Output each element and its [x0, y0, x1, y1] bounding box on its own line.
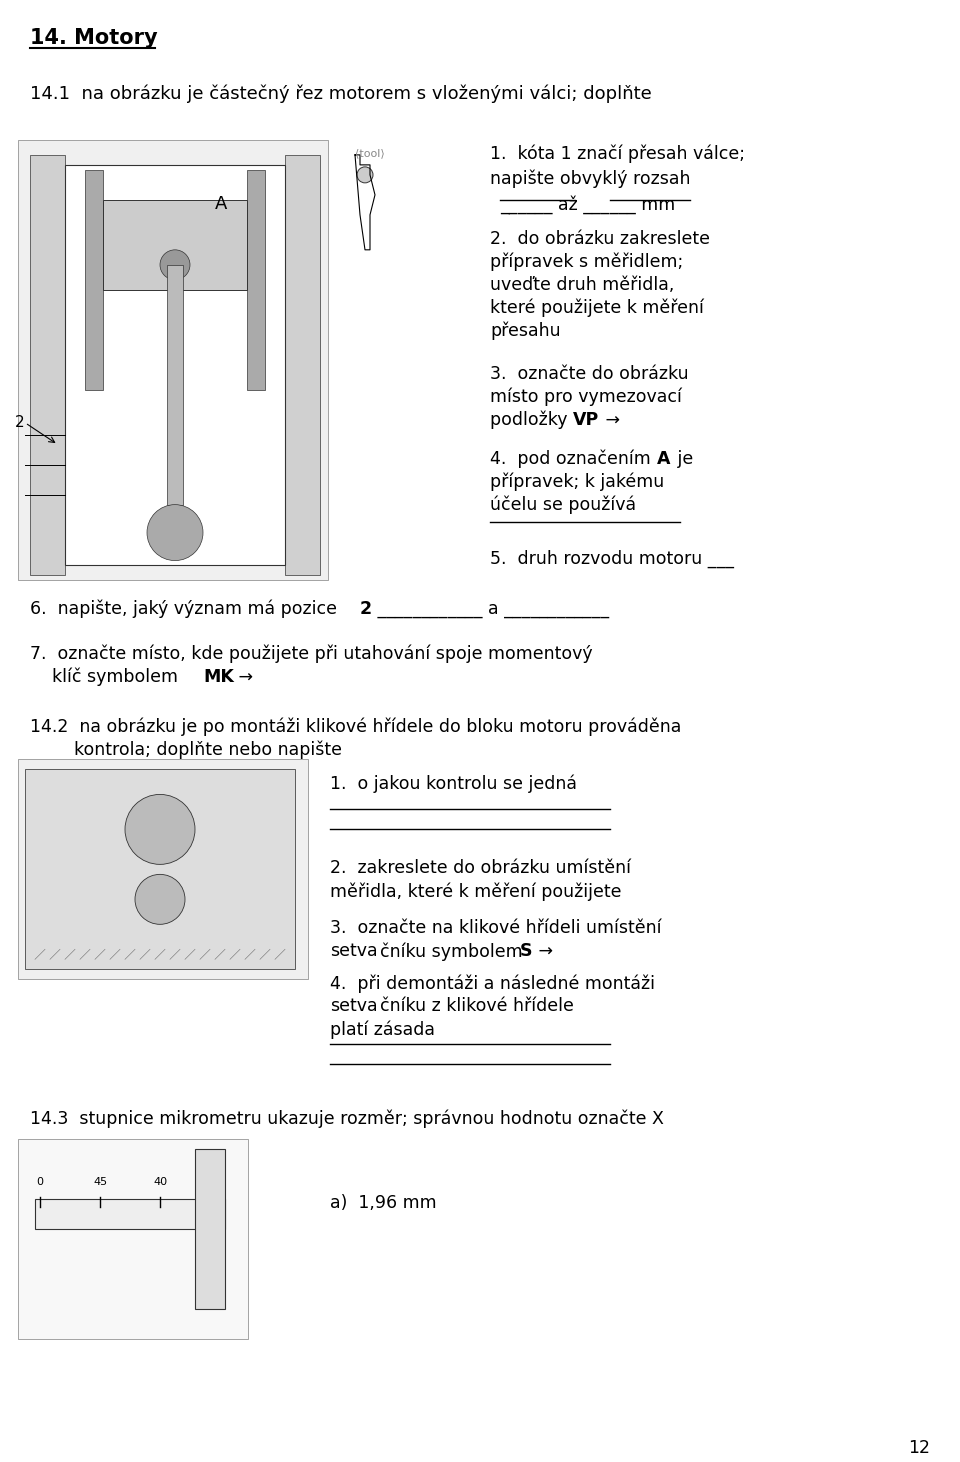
Bar	[30, 155, 65, 575]
Circle shape	[125, 794, 195, 864]
Text: 4.  pod označením: 4. pod označením	[490, 450, 657, 468]
Text: měřidla, které k měření použijete: měřidla, které k měření použijete	[330, 883, 621, 901]
Text: přípravek s měřidlem;: přípravek s měřidlem;	[490, 253, 684, 272]
Bar	[195, 1149, 225, 1308]
Bar	[65, 165, 285, 564]
Text: které použijete k měření: které použijete k měření	[490, 298, 704, 317]
Bar	[25, 769, 295, 969]
Text: A: A	[657, 450, 670, 468]
Text: uveďte druh měřidla,: uveďte druh měřidla,	[490, 276, 674, 294]
Text: 45: 45	[93, 1177, 108, 1187]
Text: 14. Motory: 14. Motory	[30, 28, 157, 48]
Text: a)  1,96 mm: a) 1,96 mm	[330, 1194, 437, 1212]
Text: MK: MK	[203, 668, 234, 686]
Text: 12: 12	[908, 1439, 930, 1458]
Circle shape	[135, 874, 185, 924]
Text: 2.  do obrázku zakreslete: 2. do obrázku zakreslete	[490, 230, 710, 249]
Text: →: →	[600, 411, 620, 428]
Circle shape	[160, 250, 190, 279]
Text: 14.2  na obrázku je po montáži klikové hřídele do bloku motoru prováděna: 14.2 na obrázku je po montáži klikové hř…	[30, 718, 682, 735]
Text: →: →	[233, 668, 253, 686]
Text: 2: 2	[360, 599, 372, 617]
Text: 1.  kóta 1 značí přesah válce;: 1. kóta 1 značí přesah válce;	[490, 145, 745, 164]
Text: čníku z klikové hřídele: čníku z klikové hřídele	[380, 997, 574, 1015]
Text: 2: 2	[15, 415, 25, 430]
Bar	[85, 170, 103, 390]
Text: je: je	[672, 450, 693, 468]
Text: klíč symbolem: klíč symbolem	[30, 668, 183, 686]
Circle shape	[147, 504, 203, 560]
Text: 14.3  stupnice mikrometru ukazuje rozměr; správnou hodnotu označte X: 14.3 stupnice mikrometru ukazuje rozměr;…	[30, 1110, 664, 1127]
Bar	[103, 200, 247, 289]
Text: 1.  o jakou kontrolu se jedná: 1. o jakou kontrolu se jedná	[330, 775, 577, 792]
Text: místo pro vymezovací: místo pro vymezovací	[490, 387, 682, 406]
Text: 2.  zakreslete do obrázku umístění: 2. zakreslete do obrázku umístění	[330, 860, 631, 877]
Text: účelu se používá: účelu se používá	[490, 496, 636, 515]
Text: 14.1  na obrázku je částečný řez motorem s vloženými válci; doplňte: 14.1 na obrázku je částečný řez motorem …	[30, 85, 652, 104]
Text: 3.  označte na klikové hřídeli umístění: 3. označte na klikové hřídeli umístění	[330, 920, 661, 937]
Bar	[18, 140, 328, 579]
Text: ____________ a ____________: ____________ a ____________	[372, 599, 610, 617]
Text: A: A	[215, 194, 228, 213]
Bar	[285, 155, 320, 575]
Text: VP: VP	[573, 411, 599, 428]
Text: přesahu: přesahu	[490, 322, 561, 341]
Bar	[35, 1199, 225, 1230]
Bar	[18, 1139, 248, 1339]
Text: 3.  označte do obrázku: 3. označte do obrázku	[490, 364, 688, 383]
Text: S: S	[520, 943, 533, 961]
Text: ⟨tool⟩: ⟨tool⟩	[355, 148, 385, 158]
Text: 6.  napište, jaký význam má pozice: 6. napište, jaký význam má pozice	[30, 599, 343, 618]
Bar	[18, 759, 308, 980]
Text: podložky: podložky	[490, 411, 573, 430]
Text: setva: setva	[330, 943, 377, 961]
Circle shape	[357, 167, 373, 183]
Text: 0: 0	[36, 1177, 43, 1187]
Text: čníku symbolem: čníku symbolem	[380, 943, 528, 961]
Text: 5.  druh rozvodu motoru ___: 5. druh rozvodu motoru ___	[490, 550, 734, 567]
Bar	[167, 265, 183, 504]
Text: 7.  označte místo, kde použijete při utahování spoje momentový: 7. označte místo, kde použijete při utah…	[30, 645, 592, 664]
Bar	[247, 170, 265, 390]
Text: setva: setva	[330, 997, 377, 1015]
Text: přípravek; k jakému: přípravek; k jakému	[490, 472, 664, 491]
Text: →: →	[533, 943, 553, 961]
Text: 40: 40	[153, 1177, 167, 1187]
Text: kontrola; doplňte nebo napište: kontrola; doplňte nebo napište	[30, 740, 342, 759]
Text: ______ až ______ mm: ______ až ______ mm	[500, 194, 675, 213]
Text: 4.  při demontáži a následné montáži: 4. při demontáži a následné montáži	[330, 974, 655, 993]
Text: napište obvyklý rozsah: napište obvyklý rozsah	[490, 170, 690, 189]
Text: platí zásada: platí zásada	[330, 1020, 435, 1039]
